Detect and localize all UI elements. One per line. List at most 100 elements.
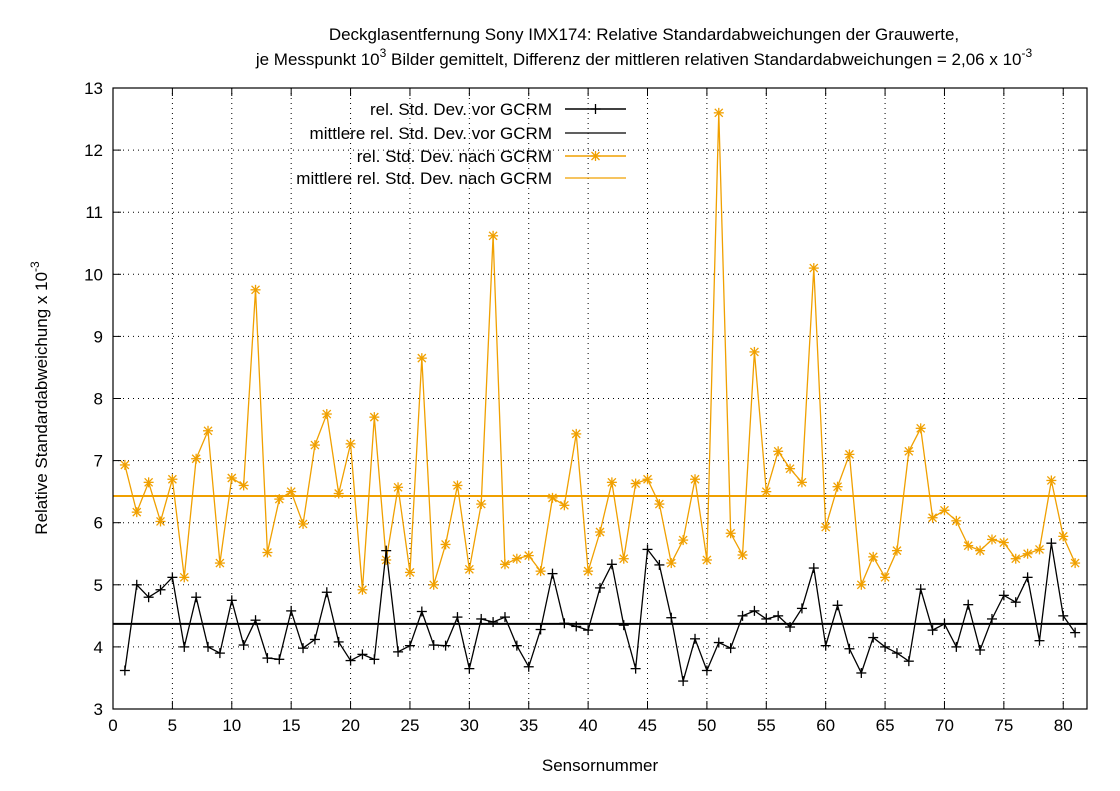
point-after-d2 [821,522,831,532]
point-after [761,486,772,497]
point-after-d2 [714,108,724,118]
point-after [369,412,380,423]
point-after [499,559,510,570]
x-tick-label: 25 [400,716,419,735]
point-after-d2 [559,500,569,510]
point-before [393,646,404,657]
point-after [571,428,582,439]
x-tick-label: 15 [282,716,301,735]
point-after-d2 [369,412,379,422]
x-tick-label: 55 [757,716,776,735]
point-after-d2 [892,546,902,556]
plot-frame [112,87,1088,710]
legend-marker-0 [590,104,601,114]
point-after [286,486,297,497]
point-after-d2 [156,516,165,526]
y-tick-label: 5 [94,576,103,595]
point-before [511,640,522,651]
point-after [880,572,891,583]
y-tick-label: 3 [94,700,103,719]
point-after-d2 [476,499,486,509]
y-axis-label-main: Relative Standardabweichung x 10 [32,272,51,535]
point-after-d2 [904,446,914,456]
point-after [986,534,997,545]
point-after-d2 [191,454,201,464]
point-before [381,545,392,556]
point-before [891,648,902,659]
y-tick-label: 11 [85,203,103,222]
point-after [226,472,237,483]
point-before [1058,610,1069,621]
point-after-d2 [643,474,652,484]
point-after [191,453,202,464]
point-before [274,654,285,665]
x-tick-label: 40 [579,716,598,735]
point-after-d2 [488,231,498,241]
point-after [773,446,784,457]
chart-title-line1: Deckglasentfernung Sony IMX174: Relative… [329,25,959,44]
point-before [226,595,237,606]
point-before [618,620,629,631]
point-after [155,516,166,527]
x-tick-label: 65 [876,716,895,735]
point-after-d2 [1070,558,1080,568]
point-after [678,535,689,546]
point-after [203,425,214,436]
point-after [404,567,415,578]
point-after [238,480,249,491]
point-before [796,603,807,614]
point-after-d2 [512,554,522,564]
point-before [880,641,891,652]
point-after [167,474,178,485]
point-after-d2 [833,482,843,492]
point-after-d2 [619,554,629,564]
point-after [1034,544,1045,555]
point-after [333,488,344,499]
point-after [749,346,760,357]
point-after-d2 [856,580,866,590]
point-after-d2 [951,516,961,526]
point-after-d2 [524,551,534,561]
chart-title-line2-sup: 3 [380,46,387,60]
y-tick-label: 12 [84,141,103,160]
point-after [654,499,665,510]
point-after-d2 [167,474,177,484]
x-tick-label: 50 [697,716,716,735]
point-after-d2 [940,505,949,515]
chart-title-line2-sup2: -3 [1022,46,1033,60]
point-after-d2 [393,482,403,492]
point-after-d2 [1046,476,1056,485]
point-after [488,230,499,241]
chart-title-line2-b: Bilder gemittelt, Differenz der mittlere… [386,50,1021,69]
point-before [357,649,368,660]
point-before [737,610,748,621]
point-after-d2 [844,449,854,459]
point-after-d2 [536,566,546,576]
point-after-d2 [179,572,189,582]
point-after-d2 [500,559,510,569]
point-before [167,572,178,583]
point-after [511,553,522,564]
point-before [654,559,665,570]
point-before [998,590,1009,601]
point-after [583,566,594,577]
x-tick-label: 35 [519,716,538,735]
point-before [1046,538,1057,549]
y-tick-label: 10 [84,265,103,284]
x-tick-label: 80 [1054,716,1073,735]
point-before [844,643,855,654]
legend-marker-2 [590,151,601,161]
point-after [250,284,261,295]
y-tick-label: 13 [84,79,103,98]
point-before [286,605,297,616]
point-before [915,584,926,595]
point-after-d2 [251,285,260,295]
point-after-d2 [761,487,771,497]
y-tick-label: 7 [94,452,103,471]
point-before [642,544,653,555]
point-after [713,107,724,118]
legend: rel. Std. Dev. vor GCRM mittlere rel. Std… [296,100,626,188]
point-after-d2 [928,513,938,523]
x-tick-label: 30 [460,716,479,735]
